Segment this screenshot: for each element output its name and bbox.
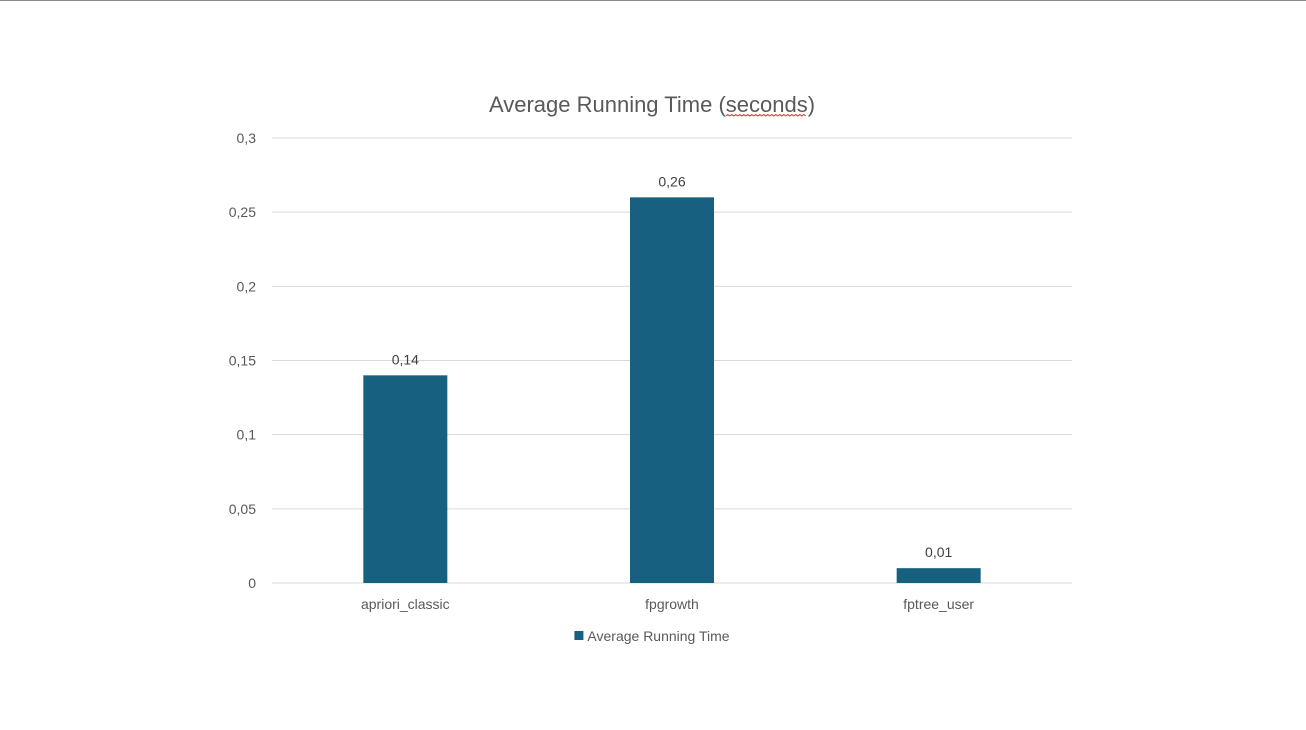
- y-tick-label: 0,15: [229, 353, 256, 369]
- data-label: 0,01: [925, 544, 952, 560]
- bar: [896, 568, 981, 583]
- y-tick-label: 0,25: [229, 204, 256, 220]
- y-tick-label: 0,2: [237, 278, 257, 294]
- data-label: 0,26: [658, 173, 685, 189]
- chart-title: Average Running Time (seconds): [489, 92, 815, 117]
- category-label: fpgrowth: [645, 596, 699, 612]
- spellcheck-squiggle-icon: [725, 113, 807, 117]
- legend-swatch: [574, 631, 584, 640]
- legend-label: Average Running Time: [587, 628, 729, 644]
- category-label: fptree_user: [903, 596, 974, 612]
- y-tick-label: 0,05: [229, 501, 256, 517]
- chart-title-paren-open: (: [718, 92, 726, 117]
- x-axis-category-labels: apriori_classic fpgrowth fptree_user: [361, 596, 974, 612]
- y-axis-tick-labels: 0 0,05 0,1 0,15 0,2 0,25 0,3: [229, 130, 256, 591]
- data-labels: 0,14 0,26 0,01: [392, 173, 953, 560]
- window-top-border: [0, 0, 1306, 1]
- y-tick-label: 0,1: [237, 427, 257, 443]
- chart-title-main: Average Running Time: [489, 92, 719, 117]
- bar: [363, 375, 448, 583]
- data-label: 0,14: [392, 351, 419, 367]
- legend: Average Running Time: [574, 628, 730, 644]
- chart-title-paren-close: ): [808, 92, 815, 117]
- y-tick-label: 0,3: [237, 130, 257, 146]
- category-label: apriori_classic: [361, 596, 450, 612]
- y-tick-label: 0: [248, 575, 256, 591]
- chart-title-unit: seconds: [726, 92, 808, 117]
- bars: [363, 197, 981, 584]
- bar: [630, 197, 714, 584]
